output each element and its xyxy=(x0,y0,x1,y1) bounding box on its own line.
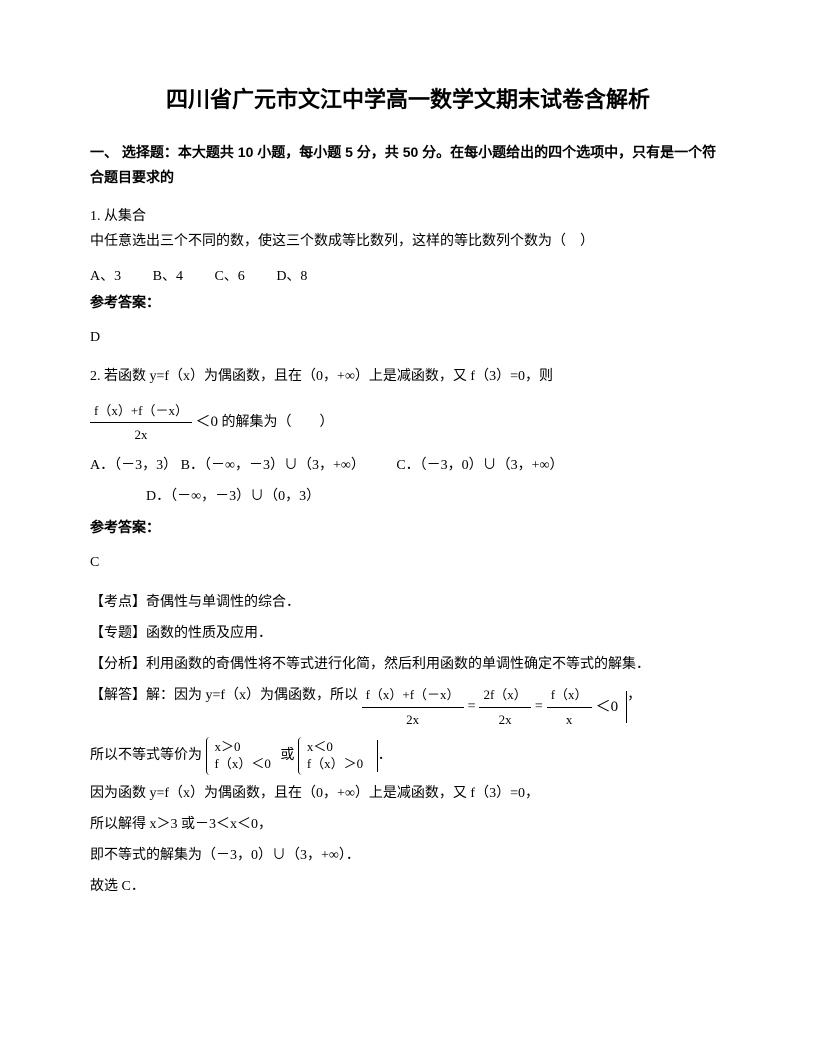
case2a: x＜0 xyxy=(307,739,363,756)
fenxi-label: 【分析】 xyxy=(90,657,146,672)
q2-answer: C xyxy=(90,550,726,575)
q1-answer-label: 参考答案： xyxy=(90,290,726,315)
q2-opt-b: B．（－∞，－3）∪（3，+∞） xyxy=(181,458,365,473)
q2-opt-a: A．（－3，3） xyxy=(90,458,177,473)
q1-opt-c: C、6 xyxy=(214,269,244,284)
kaodian-text: 奇偶性与单调性的综合． xyxy=(146,595,300,610)
case-1: x＞0 f（x）＜0 xyxy=(206,737,277,775)
jieda-label: 【解答】 xyxy=(90,688,146,703)
eq-lt0: ＜0 xyxy=(596,694,619,721)
page-title: 四川省广元市文江中学高一数学文期末试卷含解析 xyxy=(90,80,726,120)
frac-den: 2x xyxy=(90,423,192,446)
or-text: 或 xyxy=(280,748,294,763)
bar-icon xyxy=(626,691,627,723)
set-expression-icon xyxy=(150,210,220,224)
q2-options-row1: A．（－3，3） B．（－∞，－3）∪（3，+∞） C．（－3，0）∪（3，+∞… xyxy=(90,453,726,478)
q1-stem-b: 中任意选出三个不同的数，使这三个数成等比数列，这样的等比数列个数为（ ） xyxy=(90,234,594,249)
case1a: x＞0 xyxy=(215,739,271,756)
bar-icon xyxy=(377,740,378,772)
q2-opt-c: C．（－3，0）∪（3，+∞） xyxy=(396,458,563,473)
q1-opt-d: D、8 xyxy=(276,269,307,284)
eq-n3: f（x） xyxy=(547,683,592,707)
case1b: f（x）＜0 xyxy=(215,756,271,773)
jieda-pre: 解：因为 y=f（x）为偶函数，所以 xyxy=(146,688,358,703)
q2-line4: 故选 C． xyxy=(90,874,726,899)
eq-d2: 2x xyxy=(479,708,530,731)
q2-fenxi: 【分析】利用函数的奇偶性将不等式进行化简，然后利用函数的单调性确定不等式的解集． xyxy=(90,652,726,677)
q2-jieda-line: 【解答】解：因为 y=f（x）为偶函数，所以 f（x）+f（－x）2x = 2f… xyxy=(90,683,726,731)
q2-inequality: f（x）+f（－x） 2x ＜0 的解集为（ ） xyxy=(90,399,726,447)
question-2-stem: 2. 若函数 y=f（x）为偶函数，且在（0，+∞）上是减函数，又 f（3）=0… xyxy=(90,364,726,389)
q2-options-row2: D．（－∞，－3）∪（0，3） xyxy=(90,484,726,509)
q1-opt-a: A、3 xyxy=(90,269,121,284)
lt-zero: ＜0 xyxy=(196,414,219,430)
eq-d3: x xyxy=(547,708,592,731)
q2-kaodian: 【考点】奇偶性与单调性的综合． xyxy=(90,590,726,615)
zhuanti-label: 【专题】 xyxy=(90,626,146,641)
zhuanti-text: 函数的性质及应用． xyxy=(146,626,272,641)
q2-zhuanti: 【专题】函数的性质及应用． xyxy=(90,621,726,646)
fenxi-text: 利用函数的奇偶性将不等式进行化简，然后利用函数的单调性确定不等式的解集． xyxy=(146,657,650,672)
frac-num: f（x）+f（－x） xyxy=(90,399,192,423)
q1-stem-a: 1. 从集合 xyxy=(90,209,146,224)
q1-options: A、3 B、4 C、6 D、8 xyxy=(90,264,726,289)
question-1: 1. 从集合 中任意选出三个不同的数，使这三个数成等比数列，这样的等比数列个数为… xyxy=(90,204,726,254)
q2-line3: 即不等式的解集为（－3，0）∪（3，+∞）． xyxy=(90,843,726,868)
q2-line1: 因为函数 y=f（x）为偶函数，且在（0，+∞）上是减函数，又 f（3）=0， xyxy=(90,781,726,806)
q2-equiv: 所以不等式等价为 x＞0 f（x）＜0 或 x＜0 f（x）＞0 ． xyxy=(90,737,726,775)
eq-n1: f（x）+f（－x） xyxy=(362,683,464,707)
equation-chain: f（x）+f（－x）2x = 2f（x）2x = f（x）x ＜0 xyxy=(362,683,628,731)
q2-answer-label: 参考答案： xyxy=(90,515,726,540)
equiv-pre: 所以不等式等价为 xyxy=(90,748,202,763)
q2-opt-d: D．（－∞，－3）∪（0，3） xyxy=(146,489,320,504)
equals-icon: = xyxy=(468,694,476,719)
eq-n2: 2f（x） xyxy=(479,683,530,707)
kaodian-label: 【考点】 xyxy=(90,595,146,610)
case-2: x＜0 f（x）＞0 xyxy=(298,737,369,775)
section-header: 一、 选择题：本大题共 10 小题，每小题 5 分，共 50 分。在每小题给出的… xyxy=(90,140,726,190)
q1-answer: D xyxy=(90,325,726,350)
q1-opt-b: B、4 xyxy=(153,269,183,284)
fraction-icon: f（x）+f（－x） 2x xyxy=(90,399,192,447)
case2b: f（x）＞0 xyxy=(307,756,363,773)
q2-line2: 所以解得 x＞3 或－3＜x＜0， xyxy=(90,812,726,837)
equals-icon: = xyxy=(535,694,543,719)
q2-tail: 的解集为（ ） xyxy=(222,415,334,430)
eq-d1: 2x xyxy=(362,708,464,731)
